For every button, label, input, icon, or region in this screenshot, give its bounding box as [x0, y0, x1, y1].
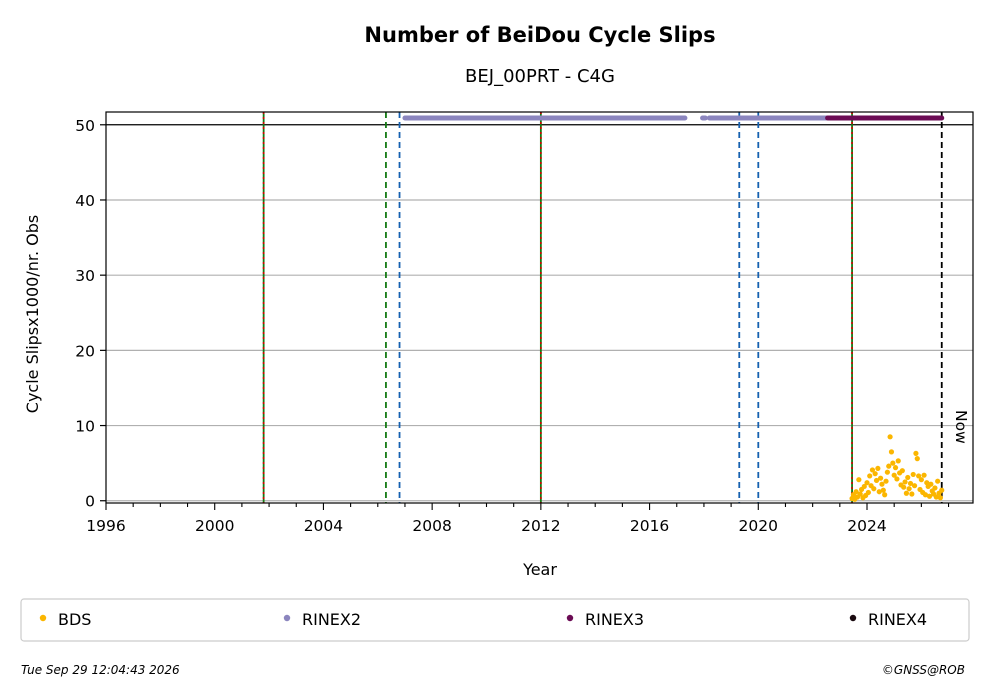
bds-point: [887, 434, 893, 440]
x-tick-label-2024: 2024: [847, 517, 886, 535]
y-axis-label: Cycle Slipsx1000/nr. Obs: [23, 215, 42, 413]
legend-marker-rinex3: [566, 614, 574, 622]
bds-point: [886, 463, 892, 469]
legend-item-bds: BDS: [39, 610, 91, 629]
legend-label-rinex4: RINEX4: [868, 610, 927, 629]
bds-point: [864, 480, 870, 486]
bds-point: [883, 478, 889, 484]
y-tick-label-50: 50: [75, 117, 95, 135]
chart-subtitle: BEJ_00PRT - C4G: [465, 66, 615, 87]
plot-frame: [105, 111, 974, 504]
bds-point: [903, 490, 910, 496]
bds-point: [875, 465, 881, 472]
bds-point: [926, 493, 933, 499]
bds-point: [932, 485, 938, 491]
legend-item-rinex2: RINEX2: [283, 610, 361, 629]
bds-point: [861, 483, 867, 490]
bds-point: [913, 450, 919, 456]
legend-box: [20, 598, 970, 642]
bds-point: [892, 465, 899, 471]
y-tick-label-10: 10: [75, 418, 95, 436]
bds-point: [899, 468, 905, 474]
bds-point: [933, 494, 939, 500]
bds-point: [853, 489, 859, 495]
y-tick-label-30: 30: [75, 267, 95, 285]
legend-label-rinex3: RINEX3: [585, 610, 644, 629]
bds-point: [910, 471, 916, 478]
vertical-reference-lines: [262, 112, 943, 503]
bds-point: [905, 474, 911, 481]
x-axis-label: Year: [522, 560, 557, 579]
grid-lines: [106, 124, 973, 502]
bds-point: [907, 480, 914, 487]
bds-point: [911, 483, 918, 489]
y-tick-label-40: 40: [75, 192, 95, 210]
bds-point: [937, 495, 943, 501]
bds-point: [877, 475, 884, 481]
bds-point: [935, 478, 941, 484]
bds-point: [921, 472, 927, 478]
bds-point: [867, 473, 873, 479]
chart-title: Number of BeiDou Cycle Slips: [364, 23, 715, 47]
bds-point: [865, 489, 871, 496]
bds-point: [914, 456, 920, 462]
bds-point: [888, 449, 895, 455]
bds-point: [880, 487, 886, 493]
bds-point: [857, 491, 863, 497]
x-tick-label-2020: 2020: [739, 517, 778, 535]
bds-point: [902, 479, 908, 485]
bds-point: [922, 492, 929, 498]
legend-marker-rinex4: [849, 614, 857, 622]
x-tick-label-1996: 1996: [86, 517, 125, 535]
legend-item-rinex3: RINEX3: [566, 610, 644, 629]
bds-point: [894, 476, 900, 482]
bds-point: [884, 469, 890, 475]
x-tick-label-2000: 2000: [195, 517, 234, 535]
legend-label-bds: BDS: [58, 610, 91, 629]
bds-point: [869, 467, 876, 473]
bds-point: [873, 477, 880, 484]
bds-point: [928, 481, 934, 487]
bds-point: [939, 487, 945, 493]
bds-point: [856, 477, 862, 483]
bds-point: [872, 471, 878, 477]
x-axis-ticks: 1996 2000 2004 2008 2012 2016 2020 2024: [86, 503, 950, 535]
bds-point: [882, 492, 888, 498]
legend-item-rinex4: RINEX4: [849, 610, 927, 629]
y-tick-label-0: 0: [85, 493, 95, 511]
y-axis-ticks: 0 10 20 30 40 50: [75, 117, 106, 511]
now-label: Now: [952, 410, 970, 444]
bds-point: [916, 473, 922, 479]
bds-point: [871, 486, 877, 492]
bds-point: [879, 481, 885, 487]
legend-marker-bds: [39, 614, 47, 622]
bds-points: [849, 434, 945, 502]
footer-credit: ©GNSS@ROB: [882, 663, 965, 677]
footer-timestamp: Tue Sep 29 12:04:43 2026: [21, 663, 180, 677]
x-tick-label-2008: 2008: [412, 517, 451, 535]
bds-point: [891, 472, 897, 478]
x-tick-label-2012: 2012: [521, 517, 560, 535]
x-tick-label-2016: 2016: [630, 517, 669, 535]
legend-marker-rinex2: [283, 614, 291, 622]
legend-label-rinex2: RINEX2: [302, 610, 361, 629]
bds-point: [918, 477, 924, 483]
bds-point: [890, 460, 896, 466]
y-tick-label-20: 20: [75, 342, 95, 360]
bds-point: [876, 489, 882, 495]
bds-point: [901, 484, 907, 490]
bds-point: [909, 491, 915, 497]
bds-point: [895, 458, 901, 464]
x-tick-label-2004: 2004: [304, 517, 343, 535]
bds-point: [906, 486, 912, 492]
